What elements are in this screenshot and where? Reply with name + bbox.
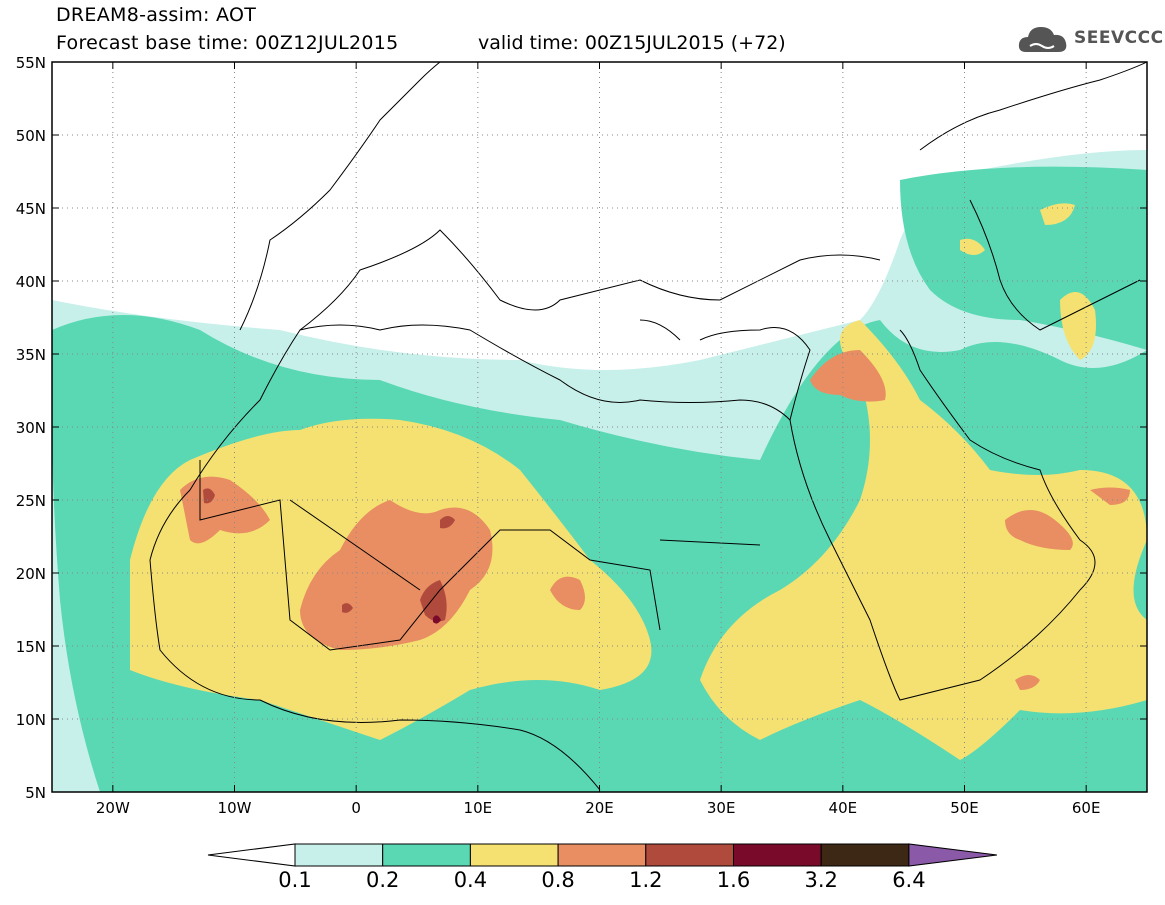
colorbar-swatch: [733, 843, 822, 867]
lon-label: 10E: [464, 799, 493, 817]
lat-label: 50N: [16, 127, 46, 145]
colorbar-label: 1.6: [716, 868, 751, 892]
aot-field: [52, 150, 1147, 792]
colorbar-swatch: [820, 843, 910, 867]
valid-time: valid time: 00Z15JUL2015 (+72): [478, 32, 786, 54]
colorbar-label: 0.1: [278, 868, 312, 892]
lon-label: 20W: [96, 799, 130, 817]
forecast-base-time: Forecast base time: 00Z12JUL2015: [56, 32, 399, 54]
coastlines: [149, 62, 1147, 791]
lat-label: 20N: [16, 565, 46, 583]
lat-label: 5N: [25, 784, 46, 802]
colorbar-swatch: [382, 843, 471, 867]
lon-label: 50E: [950, 799, 979, 817]
colorbar-swatch: [557, 843, 647, 867]
lon-axis: 20W 10W 0 10E 20E 30E 40E 50E 60E: [96, 62, 1101, 817]
colorbar-label: 1.2: [629, 868, 663, 892]
lat-label: 40N: [16, 273, 46, 291]
lon-label: 20E: [585, 799, 614, 817]
colorbar-swatch: [645, 843, 734, 867]
colorbar-swatch: [294, 843, 384, 867]
lon-label: 10W: [218, 799, 252, 817]
colorbar-max-arrow: [908, 843, 997, 867]
colorbar-label: 0.2: [365, 868, 400, 892]
lat-label: 30N: [16, 419, 46, 437]
lat-label: 45N: [16, 200, 46, 218]
lon-label: 30E: [707, 799, 736, 817]
map-title: DREAM8-assim: AOT: [56, 4, 257, 26]
colorbar-label: 0.8: [541, 868, 575, 892]
colorbar-label: 0.4: [453, 868, 488, 892]
lon-label: 0: [351, 799, 361, 817]
lat-label: 55N: [16, 54, 46, 72]
seevccc-logo: SEEVCCC: [1018, 22, 1163, 58]
colorbar-min-arrow: [207, 843, 296, 867]
lat-label: 10N: [16, 711, 46, 729]
lat-axis: 55N 50N 45N 40N 35N 30N 25N 20N 15N 10N 5N: [16, 54, 1147, 802]
colorbar-label: 6.4: [892, 868, 926, 892]
colorbar-label: 3.2: [804, 868, 838, 892]
colorbar: [207, 843, 997, 867]
lat-label: 15N: [16, 638, 46, 656]
lon-label: 40E: [829, 799, 858, 817]
logo-text: SEEVCCC: [1074, 28, 1164, 48]
lon-label: 60E: [1072, 799, 1101, 817]
lat-label: 25N: [16, 492, 46, 510]
cloud-icon: [1018, 27, 1067, 52]
lat-label: 35N: [16, 346, 46, 364]
grid-lines: [52, 61, 1147, 793]
colorbar-swatch: [469, 843, 559, 867]
